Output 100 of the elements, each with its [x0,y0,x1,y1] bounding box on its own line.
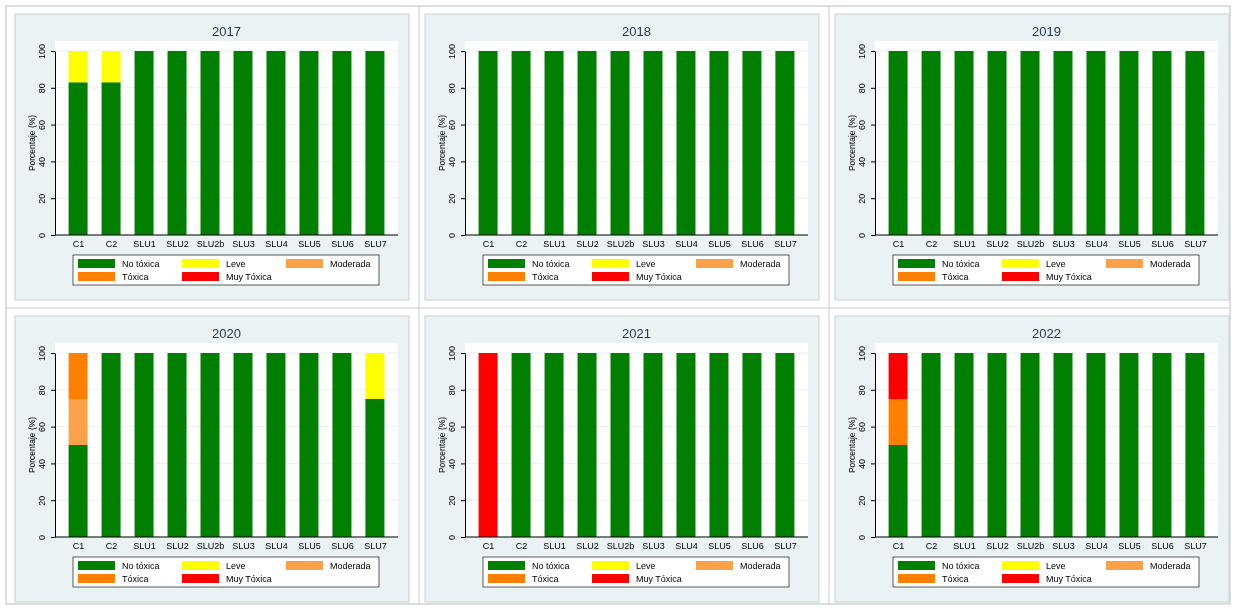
x-tick-label: C2 [515,541,528,552]
bar [365,353,385,399]
x-tick-label: SLU1 [953,239,976,250]
x-tick-label: SLU2b [606,541,635,552]
x-tick-label: SLU2b [196,541,225,552]
x-tick-label: SLU3 [1052,541,1075,552]
x-tick-label: SLU4 [675,239,698,250]
y-tick-label: 60 [447,422,457,433]
x-tick-label: SLU4 [1085,541,1108,552]
y-axis-title: Porcentaje (%) [437,114,447,172]
x-tick-label: SLU1 [543,239,566,250]
y-tick-label: 80 [447,385,457,396]
x-tick-label: SLU5 [298,239,321,250]
y-tick-label: 20 [447,193,457,204]
y-tick-label: 20 [857,495,867,506]
y-tick-label: 40 [37,458,47,469]
legend-label: Muy Tóxica [636,574,682,584]
y-axis-title: Porcentaje (%) [847,114,857,172]
x-tick-label: C1 [892,541,905,552]
y-tick-label: 40 [447,458,457,469]
x-tick-label: C1 [892,239,905,250]
x-tick-label: SLU3 [642,239,665,250]
x-tick-label: SLU7 [774,541,797,552]
y-tick-label: 80 [857,83,867,94]
x-tick-label: C2 [925,541,938,552]
bar [1152,353,1172,537]
x-tick-label: SLU3 [232,541,255,552]
bar [1020,353,1040,537]
x-tick-label: SLU3 [642,541,665,552]
bar [1086,353,1106,537]
y-tick-label: 60 [447,120,457,131]
legend-label: No tóxica [532,259,570,269]
y-tick-label: 40 [447,156,457,167]
legend-label: Leve [636,561,656,571]
y-tick-label: 40 [857,458,867,469]
legend-label: Tóxica [942,574,969,584]
y-tick-label: 0 [37,232,47,239]
legend-label: No tóxica [942,561,980,571]
bar [299,353,319,537]
legend-label: Moderada [1150,259,1191,269]
y-tick-label: 60 [37,120,47,131]
x-tick-label: SLU7 [364,541,387,552]
y-tick-label: 100 [857,345,867,362]
x-tick-label: SLU6 [741,541,764,552]
bar [167,353,187,537]
legend-label: Muy Tóxica [1046,574,1092,584]
bar [266,353,286,537]
x-tick-label: C1 [482,239,495,250]
legend-label: Moderada [740,561,781,571]
y-tick-label: 60 [857,120,867,131]
x-tick-label: SLU4 [265,239,288,250]
y-tick-label: 0 [447,534,457,541]
bar [233,353,253,537]
x-tick-label: SLU2b [1016,541,1045,552]
legend-label: Moderada [330,561,371,571]
chart-title: 2018 [622,24,651,39]
legend-label: Tóxica [122,574,149,584]
x-tick-label: SLU6 [1151,541,1174,552]
y-axis-title: Porcentaje (%) [27,114,37,172]
legend-label: Moderada [1150,561,1191,571]
x-tick-label: SLU2b [196,239,225,250]
x-tick-label: SLU2 [986,541,1009,552]
y-tick-label: 40 [857,156,867,167]
x-tick-label: SLU7 [1184,541,1207,552]
legend-label: No tóxica [532,561,570,571]
bar [134,353,154,537]
y-tick-label: 60 [37,422,47,433]
x-tick-label: C2 [105,541,118,552]
bar [888,353,908,399]
y-tick-label: 20 [857,193,867,204]
x-tick-label: C1 [482,541,495,552]
x-tick-label: SLU2 [576,541,599,552]
legend-label: Tóxica [122,272,149,282]
bar [1185,353,1205,537]
y-tick-label: 100 [447,43,457,60]
y-tick-label: 0 [447,232,457,239]
bar [1053,353,1073,537]
x-tick-label: SLU5 [1118,541,1141,552]
legend-label: Tóxica [942,272,969,282]
y-tick-label: 80 [857,385,867,396]
y-tick-label: 100 [447,345,457,362]
bar [365,399,385,537]
y-tick-label: 0 [857,534,867,541]
legend-label: Tóxica [532,574,559,584]
x-tick-label: SLU5 [708,541,731,552]
x-tick-label: SLU3 [1052,239,1075,250]
y-tick-label: 40 [37,156,47,167]
legend-label: Leve [1046,259,1066,269]
bar [68,353,88,399]
x-tick-label: SLU2b [606,239,635,250]
bar [101,353,121,537]
y-tick-label: 60 [857,422,867,433]
x-tick-label: SLU6 [331,239,354,250]
x-tick-label: SLU4 [1085,239,1108,250]
legend-label: No tóxica [122,259,160,269]
x-tick-label: SLU1 [133,239,156,250]
legend-label: Leve [226,259,246,269]
legend-label: Leve [636,259,656,269]
legend-label: Moderada [740,259,781,269]
x-tick-label: C1 [72,541,85,552]
